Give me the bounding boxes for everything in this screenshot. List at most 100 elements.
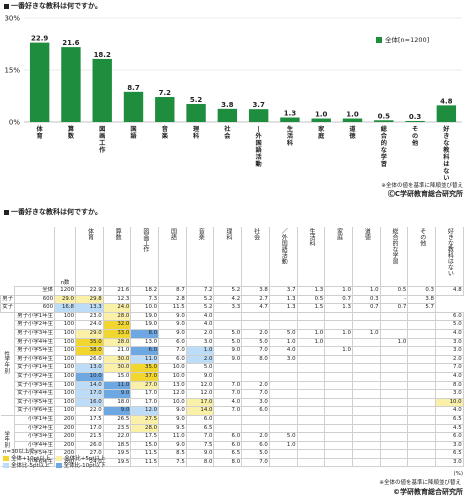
data-label: 4.8 <box>440 97 453 105</box>
data-cell <box>324 449 353 459</box>
chart-title: 一番好きな教科は何ですか。 <box>4 1 102 11</box>
data-cell <box>351 449 381 459</box>
table-row: 小学3年生 200 21.5 22.0 17.5 11.0 7.0 6.0 2.0 5.0 6.0 <box>1 432 464 442</box>
data-cell: 5.0 <box>268 432 298 442</box>
data-cell: 1.3 <box>324 303 353 313</box>
data-cell: 6.0 <box>434 311 464 322</box>
data-cell: 3.0 <box>434 389 464 399</box>
data-label: 1.3 <box>284 109 297 117</box>
table-row: 男子小学6年生 100 26.0 30.0 11.0 6.0 2.0 9.0 8.0 3.0 2.0 <box>1 354 464 365</box>
column-header: 道徳 <box>351 227 381 287</box>
data-cell <box>351 423 381 434</box>
data-cell <box>324 389 353 399</box>
data-cell: 27.0 <box>130 380 160 391</box>
data-cell: 9.0 <box>185 371 215 382</box>
data-cell <box>241 414 270 425</box>
data-cell: 10.0 <box>158 371 187 382</box>
copyright-credit: ⒸC学研教育総合研究所 <box>387 190 463 198</box>
row-label: 小学2年生 <box>14 423 55 434</box>
data-cell: 7.3 <box>130 294 160 305</box>
data-cell <box>351 363 381 373</box>
data-cell: 3.0 <box>434 457 464 468</box>
data-cell <box>268 363 298 373</box>
row-label: 女子小学1年生 <box>14 363 55 373</box>
data-cell: 7.0 <box>213 406 243 416</box>
n-value: 100 <box>54 380 76 391</box>
data-cell <box>379 320 409 330</box>
row-label: 男子小学4年生 <box>14 337 55 348</box>
n-value: 200 <box>54 457 76 468</box>
data-cell <box>241 320 270 330</box>
data-cell <box>379 371 409 382</box>
data-cell: 4.0 <box>185 320 215 330</box>
category-label: 国語 <box>130 125 137 140</box>
data-cell: 21.5 <box>75 432 104 442</box>
data-cell: 9.0 <box>158 320 187 330</box>
data-cell <box>407 337 436 348</box>
table-row: 小学2年生 200 17.0 23.5 28.0 9.5 6.5 4.5 <box>1 423 464 434</box>
data-cell <box>324 363 353 373</box>
data-cell: 7.0 <box>213 389 243 399</box>
data-cell: 5.0 <box>434 320 464 330</box>
data-cell: 1.0 <box>268 440 298 451</box>
data-cell <box>296 406 326 416</box>
data-cell <box>407 389 436 399</box>
data-cell <box>407 397 436 408</box>
table-row: 女子小学3年生 100 14.0 11.0 27.0 13.0 12.0 7.0 2.0 8.0 <box>1 380 464 391</box>
column-header: 理科 <box>213 227 243 287</box>
data-cell <box>351 414 381 425</box>
data-cell: 5.2 <box>213 286 243 296</box>
data-cell: 6.5 <box>434 414 464 425</box>
data-cell: 6.0 <box>434 432 464 442</box>
row-label: 男子小学6年生 <box>14 354 55 365</box>
data-cell <box>407 432 436 442</box>
data-cell: 26.5 <box>102 414 132 425</box>
data-cell: 3.7 <box>268 286 298 296</box>
bar <box>92 58 112 122</box>
header-blank <box>1 227 55 287</box>
category-label: 音楽 <box>161 125 169 140</box>
n-value: 100 <box>54 406 76 416</box>
data-cell: 8.0 <box>213 457 243 468</box>
data-cell <box>407 363 436 373</box>
data-cell <box>324 380 353 391</box>
column-header: 国語 <box>158 227 187 287</box>
n-value: 200 <box>54 432 76 442</box>
data-cell <box>296 440 326 451</box>
data-cell: 9.0 <box>158 328 187 339</box>
row-label: 女子小学6年生 <box>14 406 55 416</box>
data-cell: 12.0 <box>185 389 215 399</box>
data-cell: 9.0 <box>213 354 243 365</box>
data-cell <box>296 397 326 408</box>
bar <box>311 118 331 122</box>
n-value: 100 <box>54 354 76 365</box>
data-cell <box>268 371 298 382</box>
data-cell <box>407 371 436 382</box>
row-label: 女子小学2年生 <box>14 371 55 382</box>
data-cell: 28.0 <box>102 311 132 322</box>
data-cell: 3.0 <box>434 346 464 356</box>
data-label: 7.2 <box>159 89 172 97</box>
table-row: 性学年別男子小学1年生 100 23.0 28.0 19.0 9.0 4.0 6.0 <box>0 311 464 416</box>
data-cell: 0.3 <box>351 294 381 305</box>
data-cell: 37.0 <box>130 371 160 382</box>
data-cell <box>407 354 436 365</box>
data-cell: 2.0 <box>241 328 270 339</box>
data-cell <box>407 311 436 322</box>
data-cell: 35.0 <box>75 337 104 348</box>
data-cell: 7.0 <box>158 346 187 356</box>
data-cell: 35.0 <box>130 363 160 373</box>
data-cell: 13.0 <box>158 380 187 391</box>
row-label: 男子 <box>0 294 15 305</box>
data-cell <box>268 320 298 330</box>
data-cell: 9.0 <box>158 414 187 425</box>
data-cell: 5.2 <box>185 294 215 305</box>
data-cell: 4.2 <box>213 294 243 305</box>
data-cell: 13.0 <box>75 363 104 373</box>
data-cell: 21.6 <box>102 286 132 296</box>
data-cell: 4.8 <box>434 286 464 296</box>
legend-swatch <box>55 463 62 468</box>
data-cell <box>241 371 270 382</box>
category-label: 理科 <box>193 125 200 140</box>
column-header: 社会 <box>241 227 270 287</box>
